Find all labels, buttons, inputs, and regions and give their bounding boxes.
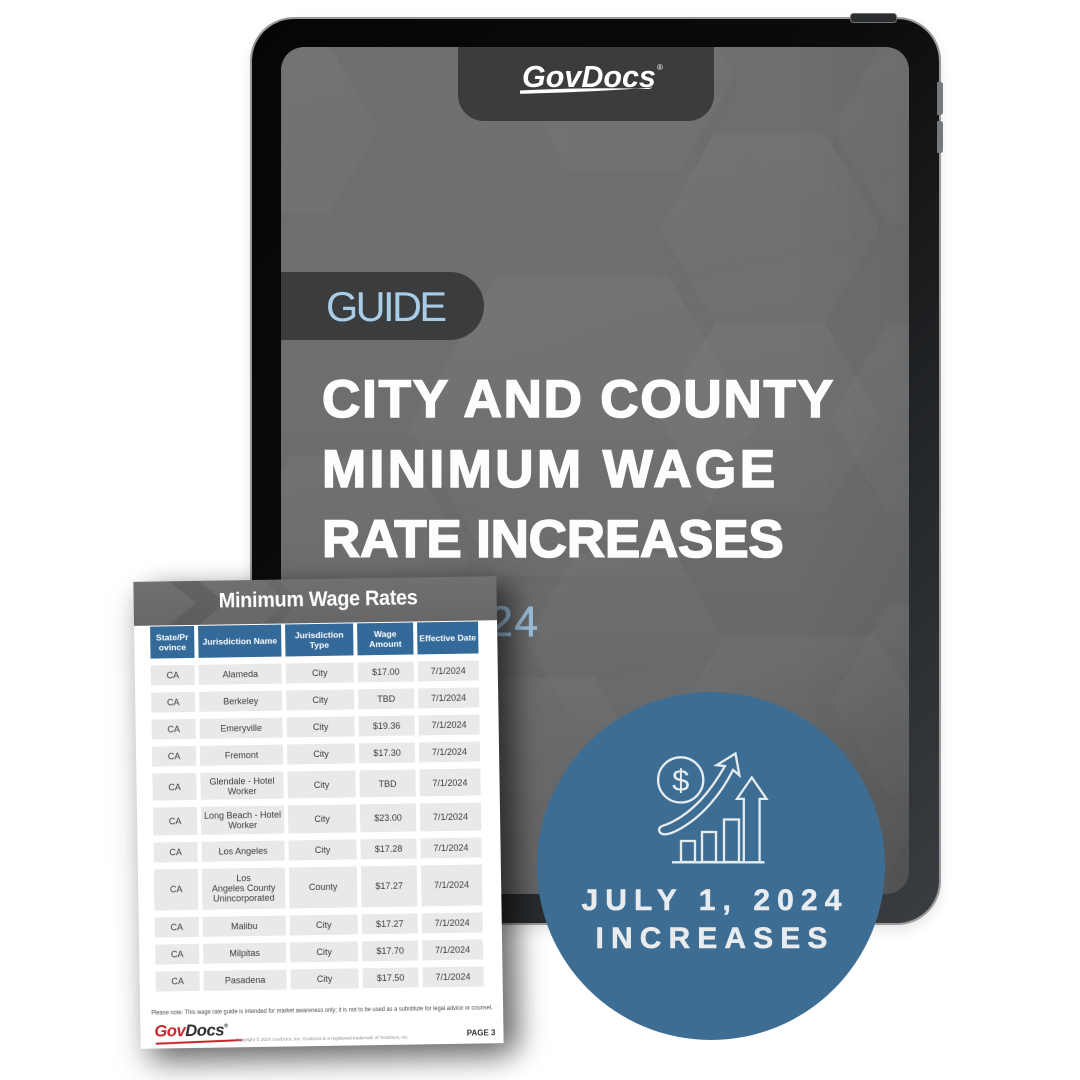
svg-text:$: $ [672, 763, 689, 798]
svg-text:®: ® [657, 63, 663, 72]
